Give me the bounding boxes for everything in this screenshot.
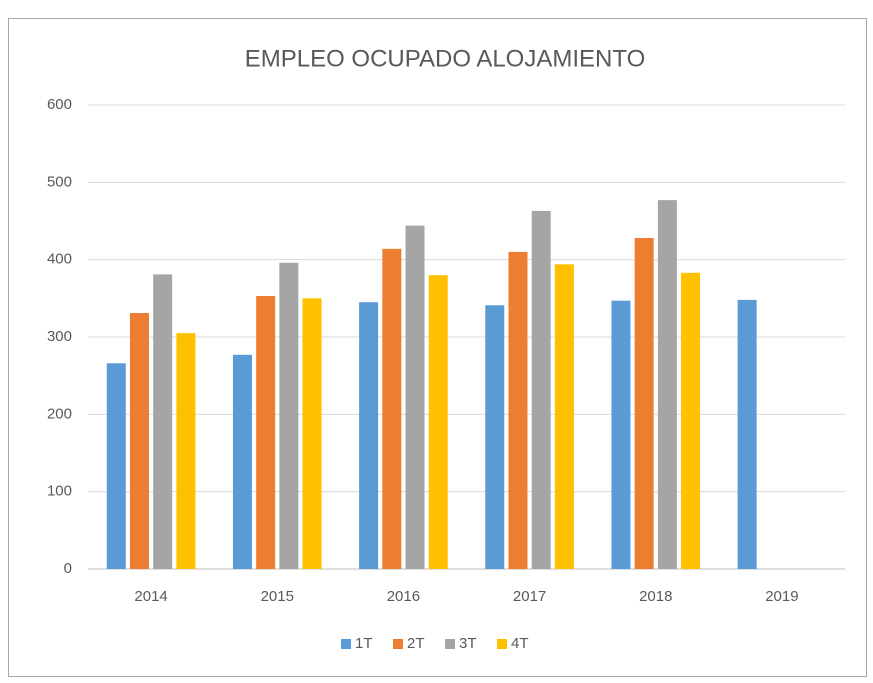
bar <box>657 200 677 569</box>
bar <box>485 305 505 569</box>
bar <box>359 302 379 569</box>
x-tick-label: 2019 <box>765 588 798 605</box>
legend-label: 2T <box>407 635 425 652</box>
legend-swatch <box>393 639 403 649</box>
y-tick-label: 500 <box>47 173 72 190</box>
bar <box>232 354 252 569</box>
bar <box>153 274 173 569</box>
bar <box>256 296 276 569</box>
bar <box>302 298 322 569</box>
bar <box>428 275 448 569</box>
y-tick-label: 200 <box>47 405 72 422</box>
legend-swatch <box>445 639 455 649</box>
x-tick-label: 2014 <box>134 588 167 605</box>
y-tick-label: 400 <box>47 251 72 268</box>
bar <box>129 313 149 569</box>
y-tick-label: 600 <box>47 96 72 113</box>
y-tick-label: 300 <box>47 328 72 345</box>
legend-label: 4T <box>511 635 529 652</box>
bar <box>681 272 701 569</box>
bar <box>279 262 299 569</box>
x-tick-label: 2017 <box>513 588 546 605</box>
x-tick-label: 2018 <box>639 588 672 605</box>
bar <box>531 210 551 570</box>
bar <box>176 333 196 569</box>
bar <box>106 363 126 569</box>
bar <box>405 225 425 569</box>
y-tick-label: 100 <box>47 483 72 500</box>
legend-swatch <box>497 639 507 649</box>
legend-label: 3T <box>459 635 477 652</box>
legend-swatch <box>341 639 351 649</box>
bar <box>554 264 574 569</box>
bar <box>508 251 528 569</box>
x-tick-label: 2015 <box>261 588 294 605</box>
legend-label: 1T <box>355 635 373 652</box>
bar <box>634 238 654 569</box>
bar <box>611 300 631 569</box>
chart-title: EMPLEO OCUPADO ALOJAMIENTO <box>245 45 646 72</box>
x-tick-label: 2016 <box>387 588 420 605</box>
y-tick-label: 0 <box>64 560 72 577</box>
bar <box>382 248 402 569</box>
bar <box>737 299 757 569</box>
